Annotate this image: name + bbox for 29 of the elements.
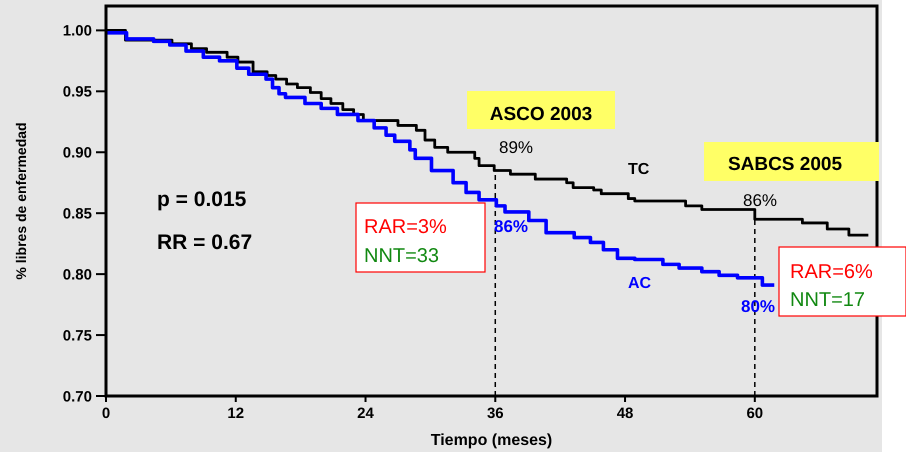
y-axis-title: % libres de enfermedad [13, 122, 29, 280]
x-tick-label: 60 [746, 405, 764, 422]
y-tick-label: 0.80 [62, 266, 92, 284]
series-label: TC [628, 161, 650, 178]
annotation: 80% [741, 297, 776, 316]
annotation: RAR=6% [790, 261, 874, 283]
annotation: p = 0.015 [157, 188, 247, 211]
annotation: 86% [494, 217, 528, 236]
annotation: 89% [499, 138, 534, 157]
annotation: RAR=3% [364, 216, 448, 238]
x-axis-title: Tiempo (meses) [430, 432, 552, 449]
x-tick-label: 24 [357, 405, 375, 422]
y-tick-label: 0.90 [62, 144, 92, 162]
y-tick-label: 0.85 [62, 205, 92, 222]
x-tick-label: 36 [486, 405, 504, 422]
annotation: SABCS 2005 [728, 154, 842, 175]
y-tick-label: 1.00 [62, 22, 92, 40]
annotation: NNT=33 [364, 245, 440, 267]
x-tick-label: 48 [616, 405, 634, 422]
y-tick-label: 0.70 [62, 388, 92, 406]
y-tick-label: 0.95 [62, 84, 92, 101]
x-tick-label: 0 [102, 405, 110, 422]
x-tick-label: 12 [227, 405, 244, 422]
y-tick-label: 0.75 [62, 327, 92, 344]
series-label: AC [628, 275, 652, 292]
annotation: RR = 0.67 [157, 231, 252, 254]
annotation: NNT=17 [790, 289, 866, 311]
annotation: ASCO 2003 [490, 104, 592, 125]
annotation: 86% [743, 191, 778, 210]
